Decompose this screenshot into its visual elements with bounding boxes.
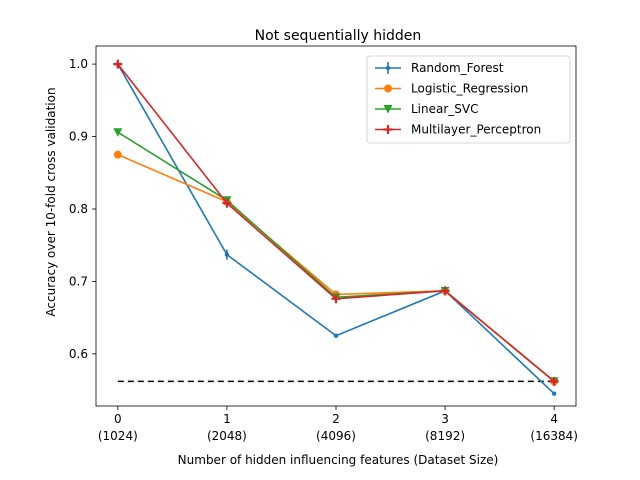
data-point	[551, 391, 557, 396]
data-point	[113, 128, 123, 137]
legend: Random_Forest Logistic_Regression Linear_S…	[366, 55, 571, 144]
x-tick-sublabel: (2048)	[207, 429, 247, 443]
y-tick-label: 0.8	[69, 202, 88, 216]
x-tick-sublabel: (8192)	[425, 429, 465, 443]
x-tick-label: 1	[223, 412, 231, 426]
data-point	[224, 252, 230, 257]
series-group	[113, 59, 559, 396]
x-tick-label: 2	[332, 412, 340, 426]
x-tick-label: 4	[550, 412, 558, 426]
data-point	[222, 198, 232, 208]
tick-group: 0 (1024) 1 (2048) 2 (4096) 3 (8192) 4 (16384) 0.6 0…	[69, 57, 578, 443]
y-tick-label: 1.0	[69, 57, 88, 71]
data-point	[549, 376, 559, 386]
x-tick-label: 3	[441, 412, 449, 426]
data-point	[113, 150, 122, 159]
legend-label: Random_Forest	[411, 61, 504, 75]
y-tick-label: 0.9	[69, 130, 88, 144]
data-point	[331, 294, 341, 304]
legend-marker	[383, 105, 393, 114]
x-tick-label: 0	[114, 412, 122, 426]
x-axis-label: Number of hidden influencing features (D…	[178, 453, 499, 467]
y-tick-label: 0.7	[69, 274, 88, 288]
legend-marker	[384, 84, 392, 93]
data-point	[440, 286, 450, 296]
x-tick-sublabel: (16384)	[530, 429, 578, 443]
legend-item: Multilayer_Perceptron	[375, 123, 541, 137]
x-tick-sublabel: (1024)	[98, 429, 138, 443]
legend-label: Multilayer_Perceptron	[411, 123, 541, 137]
chart-title: Not sequentially hidden	[255, 28, 422, 44]
legend-item: Linear_SVC	[375, 102, 479, 116]
legend-label: Logistic_Regression	[411, 82, 528, 96]
data-point	[333, 333, 339, 338]
legend-item: Random_Forest	[375, 61, 504, 75]
legend-marker	[383, 125, 393, 134]
x-tick-sublabel: (4096)	[316, 429, 356, 443]
y-axis-label: Accuracy over 10-fold cross validation	[44, 87, 58, 316]
legend-label: Linear_SVC	[411, 102, 479, 116]
series-multilayer-perceptron	[113, 59, 559, 386]
y-tick-label: 0.6	[69, 347, 88, 361]
legend-item: Logistic_Regression	[375, 82, 528, 96]
legend-marker	[385, 65, 391, 71]
legend-box	[366, 55, 571, 144]
data-point	[113, 59, 123, 69]
